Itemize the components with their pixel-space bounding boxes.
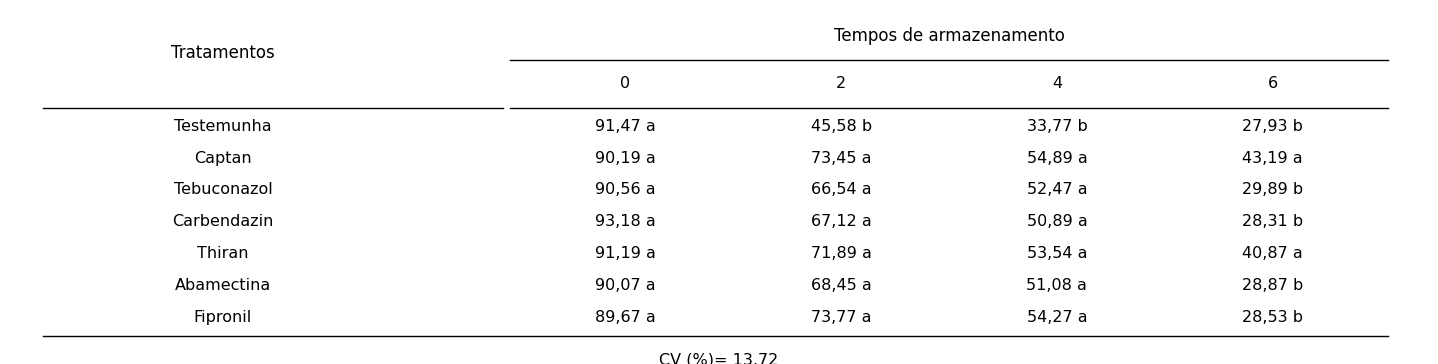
Text: 4: 4 (1051, 76, 1063, 91)
Text: 93,18 a: 93,18 a (595, 214, 656, 229)
Text: 51,08 a: 51,08 a (1027, 278, 1087, 293)
Text: Tratamentos: Tratamentos (171, 44, 275, 62)
Text: 73,77 a: 73,77 a (811, 309, 871, 325)
Text: Fipronil: Fipronil (194, 309, 252, 325)
Text: Tebuconazol: Tebuconazol (174, 182, 272, 197)
Text: CV (%)= 13,72: CV (%)= 13,72 (660, 352, 778, 364)
Text: Abamectina: Abamectina (175, 278, 270, 293)
Text: 43,19 a: 43,19 a (1242, 151, 1303, 166)
Text: 91,47 a: 91,47 a (595, 119, 656, 134)
Text: 45,58 b: 45,58 b (811, 119, 871, 134)
Text: 54,89 a: 54,89 a (1027, 151, 1087, 166)
Text: 0: 0 (620, 76, 631, 91)
Text: 66,54 a: 66,54 a (811, 182, 871, 197)
Text: 90,19 a: 90,19 a (595, 151, 656, 166)
Text: 89,67 a: 89,67 a (595, 309, 656, 325)
Text: 28,53 b: 28,53 b (1242, 309, 1303, 325)
Text: Tempos de armazenamento: Tempos de armazenamento (834, 27, 1064, 45)
Text: 53,54 a: 53,54 a (1027, 246, 1087, 261)
Text: Carbendazin: Carbendazin (173, 214, 273, 229)
Text: 68,45 a: 68,45 a (811, 278, 871, 293)
Text: 6: 6 (1267, 76, 1278, 91)
Text: 40,87 a: 40,87 a (1242, 246, 1303, 261)
Text: 71,89 a: 71,89 a (811, 246, 871, 261)
Text: 2: 2 (835, 76, 847, 91)
Text: 91,19 a: 91,19 a (595, 246, 656, 261)
Text: 73,45 a: 73,45 a (811, 151, 871, 166)
Text: 90,07 a: 90,07 a (595, 278, 656, 293)
Text: 28,31 b: 28,31 b (1242, 214, 1303, 229)
Text: Thiran: Thiran (197, 246, 249, 261)
Text: 50,89 a: 50,89 a (1027, 214, 1087, 229)
Text: 33,77 b: 33,77 b (1027, 119, 1087, 134)
Text: 52,47 a: 52,47 a (1027, 182, 1087, 197)
Text: 90,56 a: 90,56 a (595, 182, 656, 197)
Text: 29,89 b: 29,89 b (1242, 182, 1303, 197)
Text: Captan: Captan (194, 151, 252, 166)
Text: 27,93 b: 27,93 b (1242, 119, 1303, 134)
Text: 67,12 a: 67,12 a (811, 214, 871, 229)
Text: Testemunha: Testemunha (174, 119, 272, 134)
Text: 54,27 a: 54,27 a (1027, 309, 1087, 325)
Text: 28,87 b: 28,87 b (1242, 278, 1303, 293)
